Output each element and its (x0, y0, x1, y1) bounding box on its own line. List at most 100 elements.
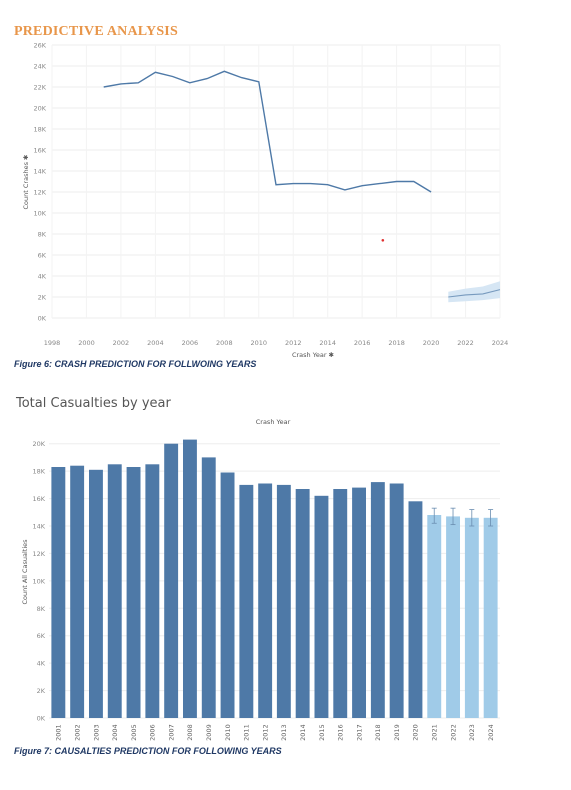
casualty-bar (89, 469, 103, 718)
forecast-bar (427, 515, 442, 718)
y-tick-label: 4K (37, 660, 46, 668)
casualty-bar (258, 483, 273, 718)
y-tick-label: 6K (37, 632, 46, 640)
crash-count-line (103, 70, 432, 193)
x-tick-label: 2005 (130, 724, 138, 741)
casualty-bar (276, 484, 291, 718)
x-tick-label: 2018 (388, 339, 405, 347)
casualty-bar (220, 472, 235, 718)
x-tick-label: 2021 (431, 724, 439, 741)
casualty-bar (370, 482, 385, 718)
x-tick-label: 2016 (337, 724, 345, 741)
x-tick-label: 2022 (449, 724, 457, 741)
x-tick-label: 2008 (186, 724, 194, 741)
x-tick-label: 2001 (55, 724, 63, 741)
forecast-bar (483, 517, 498, 718)
y-tick-label: 16K (32, 495, 45, 503)
x-tick-label: 2022 (457, 339, 474, 347)
x-tick-label: 2009 (205, 724, 213, 741)
y-tick-label: 0K (37, 715, 46, 723)
x-tick-label: 2003 (92, 724, 100, 741)
x-tick-label: 1998 (44, 339, 61, 347)
casualty-bar (314, 495, 329, 718)
y-tick-label: 18K (32, 468, 45, 476)
chart2-title: Total Casualties by year (16, 396, 171, 411)
x-tick-label: 2002 (74, 724, 82, 741)
outlier-point (381, 239, 385, 242)
x-tick-label: 2013 (280, 724, 288, 741)
x-tick-label: 2012 (261, 724, 269, 741)
x-tick-label: 2014 (299, 724, 307, 741)
y-tick-label: 26K (33, 42, 46, 50)
x-tick-label: 2006 (149, 724, 157, 741)
x-tick-label: 2018 (374, 724, 382, 741)
x-tick-label: 2011 (243, 724, 251, 741)
casualty-bar (183, 439, 197, 718)
y-tick-label: 10K (32, 577, 45, 585)
x-tick-label: 2014 (319, 339, 336, 347)
y-tick-label: 2K (37, 687, 46, 695)
y-tick-label: 22K (33, 84, 46, 92)
y-tick-label: 8K (38, 231, 47, 239)
figure6-caption: Figure 6: CRASH PREDICTION FOR FOLLWOING… (14, 359, 257, 369)
y-tick-label: 2K (38, 294, 47, 302)
y-tick-label: 4K (38, 273, 47, 281)
casualty-bar (51, 467, 66, 718)
x-tick-label: 2023 (468, 724, 476, 741)
casualty-bar (408, 501, 423, 718)
y-tick-label: 20K (32, 440, 45, 448)
forecast-line (448, 289, 501, 298)
page-heading: PREDICTIVE ANALYSIS (14, 24, 178, 39)
x-tick-label: 2019 (393, 724, 401, 741)
y-axis-title: Count Crashes ✱ (22, 155, 30, 210)
x-tick-label: 2007 (167, 724, 175, 741)
x-tick-label: 2016 (354, 339, 371, 347)
forecast-bar (446, 516, 460, 718)
casualty-bar (239, 484, 254, 718)
x-tick-label: 2006 (182, 339, 199, 347)
x-tick-label: 2017 (355, 724, 363, 741)
x-tick-label: 2000 (78, 339, 95, 347)
y-tick-label: 12K (32, 550, 45, 558)
casualty-bar (70, 465, 85, 718)
y-tick-label: 0K (38, 315, 47, 323)
y-axis-title: Count All Casualties (21, 539, 29, 605)
casualty-bar (126, 467, 141, 718)
y-tick-label: 24K (33, 63, 46, 71)
casualty-bar (389, 483, 404, 718)
y-tick-label: 20K (33, 105, 46, 113)
forecast-bar (464, 517, 479, 718)
x-tick-label: 2020 (412, 724, 420, 741)
y-tick-label: 6K (38, 252, 47, 260)
y-tick-label: 14K (33, 168, 46, 176)
x-axis-title: Crash Year ✱ (292, 351, 334, 359)
x-axis-title: Crash Year (256, 418, 291, 426)
x-tick-label: 2012 (285, 339, 302, 347)
x-tick-label: 2002 (113, 339, 130, 347)
x-tick-label: 2024 (487, 724, 495, 741)
y-tick-label: 16K (33, 147, 46, 155)
y-tick-label: 8K (37, 605, 46, 613)
casualty-bar (145, 464, 160, 718)
casualty-bar (295, 489, 310, 718)
x-tick-label: 2008 (216, 339, 233, 347)
x-tick-label: 2010 (250, 339, 267, 347)
x-tick-label: 2015 (318, 724, 326, 741)
forecast-band (448, 281, 500, 303)
casualty-bar (164, 443, 179, 718)
y-tick-label: 14K (32, 523, 45, 531)
x-tick-label: 2020 (423, 339, 440, 347)
x-tick-label: 2010 (224, 724, 232, 741)
casualty-bar (201, 457, 216, 718)
x-tick-label: 2004 (147, 339, 164, 347)
y-tick-label: 18K (33, 126, 46, 134)
figure7-caption: Figure 7: CAUSALTIES PREDICTION FOR FOLL… (14, 746, 282, 756)
casualty-bar (352, 487, 366, 718)
casualty-bar (333, 489, 348, 718)
x-tick-label: 2024 (492, 339, 509, 347)
y-tick-label: 12K (33, 189, 46, 197)
casualty-bar (107, 464, 122, 718)
x-tick-label: 2004 (111, 724, 119, 741)
crash-prediction-line-chart: 0K 2K 4K 6K 8K 10K 12K 14K 16K 18K 20K 22K 24K 26K 199… (22, 42, 509, 360)
